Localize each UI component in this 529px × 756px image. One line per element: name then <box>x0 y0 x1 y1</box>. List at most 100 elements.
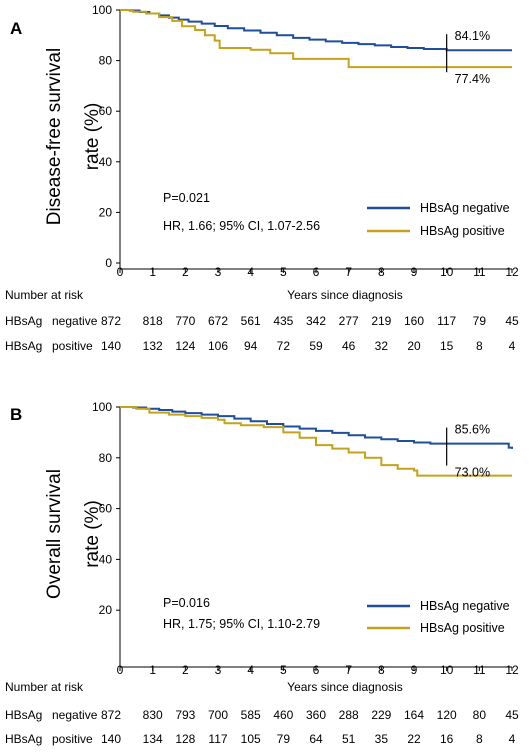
y-tick-label: 40 <box>99 552 113 566</box>
x-axis-label: Years since diagnosis <box>287 288 403 302</box>
risk-row-group: positive <box>52 339 93 353</box>
p-value: P=0.016 <box>163 596 210 610</box>
y-tick-label: 80 <box>99 451 113 465</box>
x-tick-label: 4 <box>247 663 254 677</box>
risk-count: 360 <box>306 708 326 722</box>
risk-count: 435 <box>273 314 293 328</box>
risk-count: 134 <box>143 732 163 746</box>
risk-count: 106 <box>208 339 228 353</box>
risk-count: 51 <box>342 732 356 746</box>
risk-count: 585 <box>241 708 261 722</box>
x-tick-label: 10 <box>440 663 454 677</box>
x-tick-label: 9 <box>411 663 418 677</box>
x-tick-label: 2 <box>182 265 189 279</box>
x-tick-label: 2 <box>182 663 189 677</box>
series-line-negative <box>120 9 512 52</box>
legend-label-negative: HBsAg negative <box>420 201 510 215</box>
y-axis-label-line2: rate (%) <box>82 500 103 568</box>
risk-count: 4 <box>509 732 516 746</box>
risk-count: 79 <box>473 314 487 328</box>
risk-count: 22 <box>407 732 421 746</box>
end-label-positive: 77.4% <box>455 72 490 86</box>
risk-count: 872 <box>101 314 121 328</box>
series-line-positive <box>120 406 512 477</box>
risk-count: 124 <box>175 339 195 353</box>
hazard-ratio: HR, 1.75; 95% CI, 1.10-2.79 <box>163 617 320 631</box>
risk-count: 8 <box>476 339 483 353</box>
risk-count: 32 <box>375 339 389 353</box>
risk-row-group: negative <box>52 314 98 328</box>
p-value: P=0.021 <box>163 191 210 205</box>
risk-count: 94 <box>244 339 258 353</box>
x-tick-label: 5 <box>280 663 287 677</box>
risk-count: 288 <box>339 708 359 722</box>
x-tick-label: 7 <box>345 265 352 279</box>
legend-label-positive: HBsAg positive <box>420 621 505 635</box>
risk-count: 46 <box>342 339 356 353</box>
legend-label-positive: HBsAg positive <box>420 224 505 238</box>
y-tick-label: 20 <box>99 603 113 617</box>
x-tick-label: 8 <box>378 265 385 279</box>
panel-letter: B <box>10 405 22 424</box>
legend: HBsAg negative HBsAg positive <box>367 201 510 238</box>
risk-count: 80 <box>473 708 487 722</box>
risk-table: Number at risk HBsAg negative 872 830 793 700 5… <box>5 680 519 746</box>
risk-count: 342 <box>306 314 326 328</box>
risk-count: 128 <box>175 732 195 746</box>
end-label-negative: 85.6% <box>455 423 490 437</box>
x-axis-label: Years since diagnosis <box>287 680 403 694</box>
risk-count: 59 <box>309 339 323 353</box>
risk-count: 277 <box>339 314 359 328</box>
risk-count: 229 <box>371 708 391 722</box>
risk-count: 117 <box>208 732 227 746</box>
series-line-positive <box>120 9 512 69</box>
y-axis-label-line1: Disease-free survival <box>44 48 65 225</box>
y-tick-label: 0 <box>105 256 112 270</box>
risk-count: 105 <box>241 732 261 746</box>
x-tick-label: 3 <box>215 265 222 279</box>
risk-count: 64 <box>309 732 323 746</box>
end-label-negative: 84.1% <box>455 29 490 43</box>
x-tick-label: 0 <box>117 663 124 677</box>
risk-count: 16 <box>440 732 454 746</box>
risk-count: 872 <box>101 708 121 722</box>
risk-count: 72 <box>277 339 291 353</box>
risk-count: 561 <box>241 314 261 328</box>
x-tick-label: 6 <box>313 265 320 279</box>
risk-count: 120 <box>437 708 457 722</box>
x-tick-label: 1 <box>149 265 156 279</box>
series-line-negative <box>120 406 513 449</box>
risk-count: 164 <box>404 708 424 722</box>
risk-count: 672 <box>208 314 228 328</box>
legend: HBsAg negative HBsAg positive <box>367 599 510 635</box>
hazard-ratio: HR, 1.66; 95% CI, 1.07-2.56 <box>163 219 320 233</box>
risk-count: 8 <box>476 732 483 746</box>
y-tick-label: 100 <box>92 400 112 414</box>
risk-row-label: HBsAg <box>5 339 42 353</box>
risk-table-title: Number at risk <box>5 680 84 694</box>
risk-count: 4 <box>509 339 516 353</box>
y-tick-label: 40 <box>99 155 113 169</box>
x-tick-label: 12 <box>505 663 519 677</box>
risk-count: 20 <box>407 339 421 353</box>
risk-count: 793 <box>175 708 195 722</box>
x-tick-label: 8 <box>378 663 385 677</box>
risk-row-group: negative <box>52 708 98 722</box>
x-tick-label: 3 <box>215 663 222 677</box>
x-tick-label: 9 <box>411 265 418 279</box>
risk-count: 460 <box>273 708 293 722</box>
risk-count: 219 <box>371 314 391 328</box>
panel-letter: A <box>10 19 22 38</box>
risk-count: 160 <box>404 314 424 328</box>
end-label-positive: 73.0% <box>455 466 490 480</box>
risk-count: 818 <box>143 314 163 328</box>
x-tick-label: 6 <box>313 663 320 677</box>
risk-count: 770 <box>175 314 195 328</box>
x-tick-label: 11 <box>473 663 486 677</box>
risk-count: 140 <box>101 339 121 353</box>
y-axis-label-line2: rate (%) <box>82 103 103 171</box>
x-tick-label: 1 <box>149 663 156 677</box>
